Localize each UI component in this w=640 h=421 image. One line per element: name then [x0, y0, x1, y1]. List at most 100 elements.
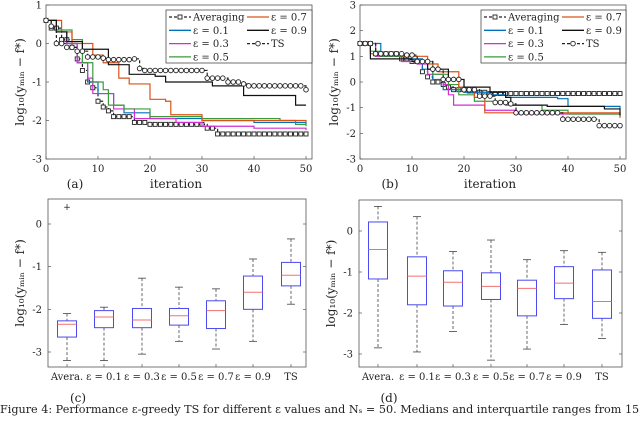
square-marker	[95, 98, 101, 104]
circle-marker	[513, 110, 519, 116]
legend-label: ε = 0.3	[193, 39, 229, 50]
circle-marker	[414, 58, 420, 65]
legend-item: ε = 0.7	[562, 13, 622, 24]
circle-marker	[287, 83, 294, 89]
square-marker	[581, 91, 587, 97]
circle-marker	[570, 116, 576, 122]
circle-marker	[570, 40, 576, 47]
legend-box	[480, 9, 627, 64]
circle-marker	[64, 44, 70, 51]
y-axis-label: log₁₀(yₘᵢₙ − f*)	[324, 240, 338, 328]
square-marker	[177, 14, 183, 20]
circle-marker	[79, 48, 86, 54]
outlier-marker: +	[63, 203, 71, 213]
legend-item: ε = 0.1	[484, 26, 544, 37]
y-tick-label: -2	[32, 116, 42, 127]
circle-marker	[121, 56, 127, 63]
box-2: ε = 0.3	[435, 251, 471, 383]
category-label: Avera.	[50, 372, 83, 383]
category-label: ε = 0.7	[198, 372, 234, 383]
y-tick-label: 2	[350, 26, 356, 37]
square-marker	[419, 69, 425, 75]
square-marker	[230, 131, 236, 137]
circle-marker	[100, 55, 106, 61]
category-label: ε = 0.5	[473, 372, 509, 383]
y-tick-label: -3	[346, 155, 356, 166]
x-axis-label: iteration	[150, 177, 203, 191]
circle-marker	[183, 67, 190, 74]
iqr-box	[57, 320, 77, 338]
circle-marker	[136, 65, 143, 72]
series--0.7	[46, 19, 307, 123]
circle-marker	[554, 110, 561, 116]
legend-box	[165, 9, 313, 64]
x-tick-label: 20	[458, 164, 471, 175]
square-marker	[111, 114, 117, 120]
circle-marker	[74, 48, 80, 54]
legend-label: ε = 0.1	[508, 26, 544, 37]
series-TS	[357, 40, 623, 129]
circle-marker	[388, 51, 394, 57]
circle-marker	[298, 83, 304, 89]
circle-marker	[487, 93, 493, 99]
circle-marker	[466, 86, 472, 93]
square-marker	[147, 121, 153, 127]
circle-marker	[84, 54, 91, 60]
circle-marker	[419, 58, 426, 65]
circle-marker	[251, 83, 257, 89]
circle-marker	[116, 56, 122, 63]
legend-item: Averaging	[169, 13, 245, 24]
circle-marker	[357, 40, 363, 47]
legend-item: ε = 0.5	[484, 52, 544, 63]
legend-label: ε = 0.7	[271, 13, 307, 24]
circle-marker	[255, 40, 261, 47]
y-tick-label: 0	[36, 220, 42, 231]
square-marker	[277, 131, 283, 137]
circle-marker	[601, 122, 608, 129]
circle-marker	[596, 122, 602, 129]
circle-marker	[398, 51, 405, 57]
plot-frame	[358, 199, 623, 368]
y-axis-label: log₁₀(yₘᵢₙ − f*)	[13, 239, 27, 327]
y-tick-label: -3	[343, 350, 353, 361]
box-6: TS	[592, 251, 612, 383]
y-tick-label: -2	[346, 129, 356, 140]
x-tick-label: 50	[300, 164, 313, 175]
square-marker	[513, 91, 519, 97]
series-TS	[43, 17, 309, 93]
square-marker	[617, 91, 623, 97]
legend-label: ε = 0.7	[586, 13, 622, 24]
y-tick-label: 0	[36, 39, 42, 50]
circle-marker	[560, 116, 566, 122]
iqr-box	[206, 300, 226, 330]
circle-marker	[173, 67, 179, 74]
square-marker	[575, 91, 581, 97]
circle-marker	[277, 83, 283, 89]
square-marker	[596, 91, 602, 97]
circle-marker	[372, 51, 379, 57]
square-marker	[215, 131, 221, 137]
circle-marker	[534, 110, 540, 116]
square-marker	[518, 91, 524, 97]
square-marker	[251, 131, 257, 137]
circle-marker	[220, 75, 226, 81]
panel-c: 0-1-2-3+Avera. ε = 0.1 ε = 0.3 ε = 0.5 ε = 0…	[13, 198, 307, 405]
square-marker	[565, 91, 571, 97]
circle-marker	[617, 122, 623, 129]
square-marker	[272, 131, 278, 137]
circle-marker	[204, 75, 210, 81]
legend-item: ε = 0.1	[169, 26, 229, 37]
circle-marker	[612, 122, 618, 129]
legend-label: ε = 0.5	[508, 52, 544, 63]
circle-marker	[528, 110, 535, 116]
square-marker	[508, 91, 514, 97]
box-5: ε = 0.9	[235, 258, 271, 383]
category-label: ε = 0.1	[86, 372, 122, 383]
circle-marker	[430, 66, 436, 72]
circle-marker	[126, 56, 132, 63]
iqr-box	[132, 307, 152, 329]
circle-marker	[199, 67, 205, 74]
circle-marker	[225, 79, 231, 85]
circle-marker	[435, 66, 441, 72]
